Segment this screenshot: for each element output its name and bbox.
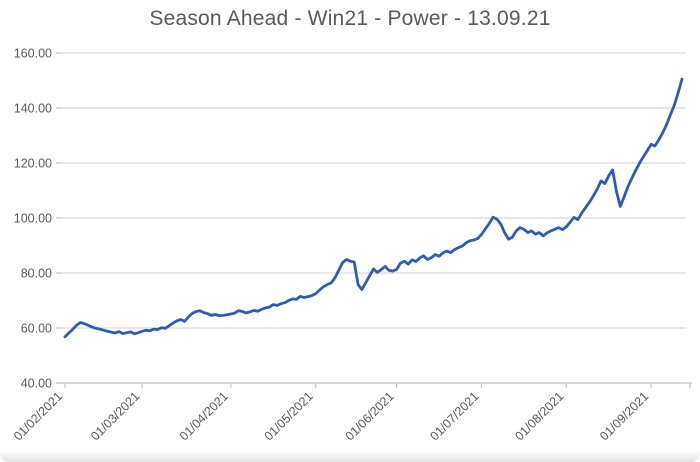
y-tick-label: 160.00: [14, 47, 52, 61]
y-tick-label: 100.00: [14, 212, 52, 226]
window-bottom-edge: [0, 451, 700, 462]
x-tick-label: 01/02/2021: [11, 389, 65, 443]
chart-title: Season Ahead - Win21 - Power - 13.09.21: [149, 7, 551, 30]
price-series-line: [63, 77, 684, 339]
x-tick-label: 01/07/2021: [427, 389, 481, 443]
x-tick-label: 01/05/2021: [262, 389, 316, 443]
y-tick-label: 80.00: [21, 267, 52, 281]
y-tick-label: 120.00: [14, 157, 52, 171]
x-tick-label: 01/09/2021: [597, 389, 651, 443]
x-tick-label: 01/08/2021: [512, 389, 566, 443]
x-tick-label: 01/04/2021: [177, 389, 231, 443]
x-tick-label: 01/03/2021: [88, 389, 142, 443]
y-tick-label: 140.00: [14, 102, 52, 116]
x-tick-label: 01/06/2021: [343, 389, 397, 443]
y-tick-label: 40.00: [21, 377, 52, 391]
y-tick-label: 60.00: [21, 322, 52, 336]
